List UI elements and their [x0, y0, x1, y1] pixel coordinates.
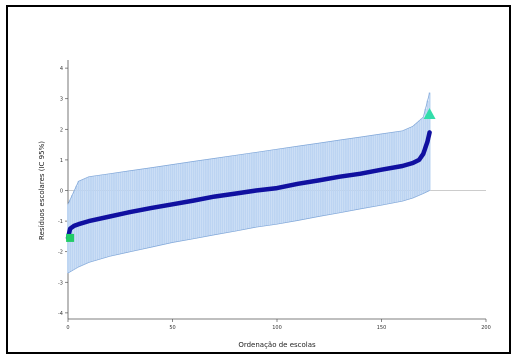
- y-tick-label: -1: [58, 219, 63, 225]
- series-line: [65, 130, 432, 241]
- y-tick-label: 0: [60, 189, 63, 195]
- square-marker: [66, 233, 75, 242]
- x-tick-label: 150: [377, 325, 387, 331]
- x-tick-label: 200: [481, 325, 491, 331]
- residuals-chart: -4 -3 -2 -1 0 1 2 3 4 0 50 100 150 200 Ordenação de e…: [38, 60, 491, 349]
- triangle-marker: [423, 108, 436, 120]
- y-tick-label: 3: [60, 97, 63, 103]
- series-path: [65, 130, 432, 241]
- confidence-band: [67, 92, 431, 274]
- y-axis-title: Resíduos escolares (IC 95%): [38, 141, 46, 240]
- y-tick-label: -3: [58, 280, 63, 286]
- markers: [66, 108, 436, 242]
- x-tick-label: 50: [169, 325, 175, 331]
- y-tick-label: 2: [60, 127, 63, 133]
- x-tick-label: 100: [272, 325, 282, 331]
- ci-upper-edge: [67, 92, 430, 205]
- y-tick-label: -2: [58, 250, 63, 256]
- y-tick-label: -4: [58, 311, 63, 317]
- chart-frame: -4 -3 -2 -1 0 1 2 3 4 0 50 100 150 200 Ordenação de e…: [6, 5, 511, 354]
- y-tick-label: 1: [60, 158, 63, 164]
- x-axis-title: Ordenação de escolas: [238, 341, 316, 349]
- y-tick-label: 4: [60, 66, 63, 72]
- x-tick-label: 0: [66, 325, 69, 331]
- ci-lower-edge: [67, 190, 430, 274]
